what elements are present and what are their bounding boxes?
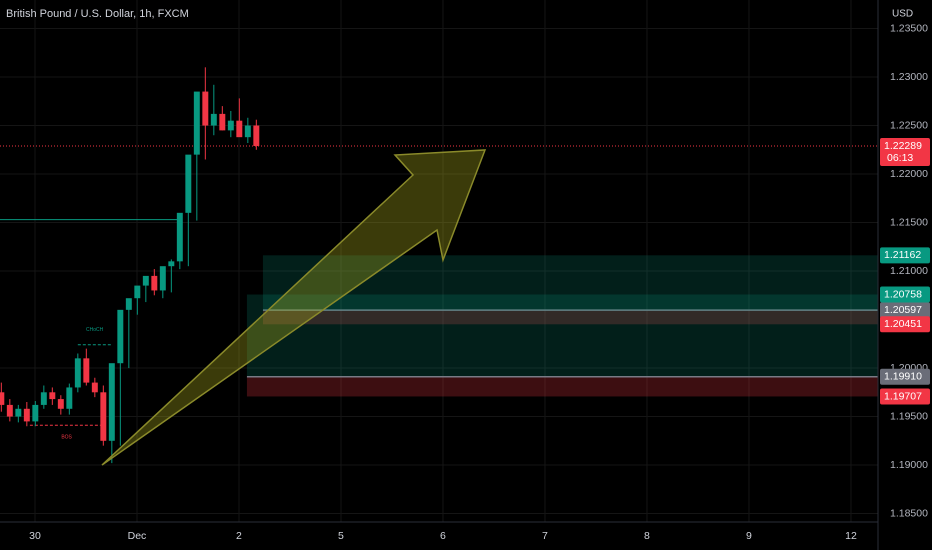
- candle-body: [40, 392, 47, 405]
- loss-zone: [246, 376, 878, 397]
- profit-zone: [262, 255, 879, 311]
- x-tick-label: 9: [746, 530, 752, 542]
- x-tick-label: 5: [338, 530, 344, 542]
- candle-body: [142, 275, 149, 286]
- candle-body: [253, 125, 260, 146]
- x-tick-label: Dec: [128, 530, 147, 542]
- countdown: 06:13: [887, 152, 913, 164]
- candle-body: [185, 154, 192, 213]
- candle-body: [15, 408, 22, 417]
- price-label: 1.21162: [884, 249, 921, 261]
- candle-body: [57, 399, 64, 409]
- chart-title: British Pound / U.S. Dollar, 1h, FXCM: [6, 8, 189, 20]
- y-tick-label: 1.22000: [890, 168, 928, 180]
- y-tick-label: 1.21500: [890, 216, 928, 228]
- y-tick-label: 1.23500: [890, 22, 928, 34]
- candle-body: [74, 358, 81, 388]
- candle-body: [236, 120, 243, 138]
- candle-body: [6, 404, 13, 417]
- x-tick-label: 2: [236, 530, 242, 542]
- price-label-box: [880, 316, 930, 333]
- candle-body: [66, 387, 73, 409]
- y-tick-label: 1.22500: [890, 119, 928, 131]
- y-tick-label: 1.21000: [890, 265, 928, 277]
- y-tick-label: 1.19500: [890, 410, 928, 422]
- y-tick-label: 1.18500: [890, 507, 928, 519]
- candle-body: [0, 392, 5, 405]
- candle-body: [159, 266, 166, 291]
- candle-body: [125, 298, 132, 310]
- structure-label: CHoCH: [86, 327, 104, 333]
- price-label: 1.20758: [884, 288, 922, 300]
- arrow-drawing: [101, 149, 487, 466]
- y-tick-label: 1.19000: [890, 459, 928, 471]
- candle-body: [227, 120, 234, 131]
- x-tick-label: 6: [440, 530, 446, 542]
- candle-body: [219, 113, 226, 131]
- price-label: 1.20451: [884, 318, 922, 330]
- price-label: 1.20597: [884, 304, 922, 316]
- price-label: 1.22289: [884, 140, 922, 152]
- candle-body: [168, 261, 175, 267]
- candle-body: [117, 309, 124, 364]
- candle-body: [100, 392, 107, 441]
- y-axis-label: USD: [892, 9, 913, 20]
- x-tick-label: 7: [542, 530, 548, 542]
- x-tick-label: 8: [644, 530, 650, 542]
- candle-body: [244, 125, 251, 138]
- price-label-box: [880, 388, 930, 405]
- candle-body: [202, 91, 209, 126]
- y-tick-label: 1.23000: [890, 71, 928, 83]
- zones: CHoCH BOS: [0, 145, 879, 441]
- profit-zone: [246, 294, 878, 377]
- loss-zone: [262, 310, 879, 325]
- price-label: 1.19910: [884, 371, 922, 383]
- candle-body: [23, 408, 30, 422]
- candle-body: [176, 212, 183, 262]
- candle-body: [83, 358, 90, 383]
- structure-label: BOS: [61, 435, 72, 441]
- price-label: 1.19707: [884, 390, 922, 402]
- x-tick-label: 12: [845, 530, 857, 542]
- candle-body: [91, 382, 98, 393]
- price-label-box: [880, 368, 930, 385]
- candle-body: [32, 404, 39, 422]
- candle-body: [108, 363, 115, 441]
- price-label-box: [880, 286, 930, 303]
- candle-body: [151, 275, 158, 291]
- price-label-box: [880, 302, 930, 319]
- candles: [0, 67, 260, 464]
- candle-body: [49, 392, 56, 400]
- candle-body: [193, 91, 200, 155]
- x-tick-label: 30: [29, 530, 41, 542]
- candle-body: [134, 285, 141, 299]
- candle-body: [210, 113, 217, 126]
- price-label-box: [880, 247, 930, 264]
- price-label-box: [880, 137, 930, 166]
